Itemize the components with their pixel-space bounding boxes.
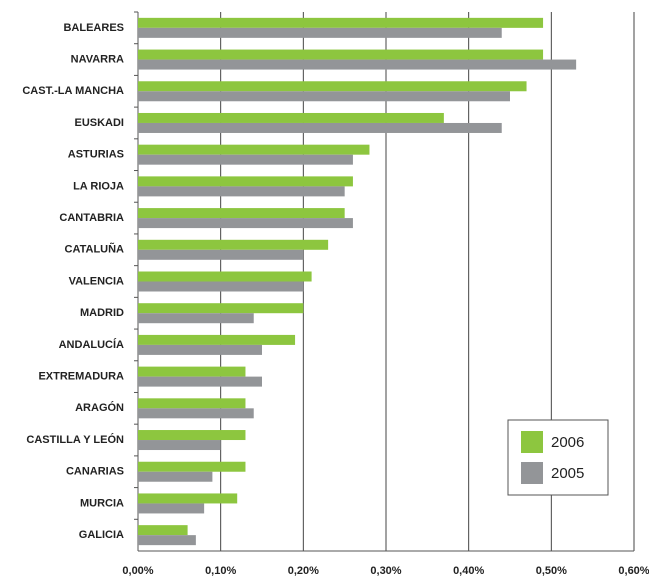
bar	[138, 81, 527, 92]
bar	[138, 91, 510, 102]
bar	[138, 535, 196, 546]
y-tick-label: MURCIA	[80, 497, 124, 509]
x-tick-label: 0,30%	[370, 565, 401, 577]
y-tick-label: VALENCIA	[69, 275, 124, 287]
bar	[138, 249, 304, 260]
y-tick-label: MADRID	[80, 307, 124, 319]
bar	[138, 525, 188, 536]
bar	[138, 17, 544, 28]
y-tick-label: CASTILLA Y LEÓN	[26, 433, 124, 446]
bar	[138, 334, 296, 345]
x-tick-label: 0,60%	[618, 565, 649, 577]
legend-swatch	[521, 431, 543, 453]
bar	[138, 154, 353, 165]
bar	[138, 208, 345, 219]
bar	[138, 218, 353, 229]
x-tick-label: 0,20%	[288, 565, 319, 577]
bar	[138, 493, 238, 504]
x-tick-label: 0,50%	[536, 565, 567, 577]
bar	[138, 112, 444, 123]
y-tick-label: ASTURIAS	[68, 149, 124, 161]
y-tick-label: EXTREMADURA	[38, 371, 124, 383]
y-tick-label: CATALUÑA	[65, 243, 125, 256]
bar	[138, 176, 353, 187]
bar	[138, 440, 221, 451]
bar	[138, 271, 312, 282]
bar	[138, 376, 262, 387]
legend-label: 2005	[551, 465, 584, 482]
bar	[138, 122, 502, 133]
y-tick-label: CANTABRIA	[59, 212, 124, 224]
bar	[138, 408, 254, 419]
y-tick-label: ANDALUCÍA	[59, 338, 124, 351]
legend-swatch	[521, 462, 543, 484]
bar	[138, 186, 345, 197]
bar	[138, 281, 304, 292]
x-tick-label: 0,00%	[122, 565, 153, 577]
y-tick-label: ARAGÓN	[75, 401, 124, 414]
bar	[138, 471, 213, 482]
bar	[138, 27, 502, 38]
bar	[138, 144, 370, 155]
y-tick-label: NAVARRA	[71, 53, 124, 65]
y-tick-label: LA RIOJA	[73, 180, 124, 192]
bar	[138, 239, 329, 250]
bar	[138, 303, 304, 314]
bar	[138, 59, 577, 70]
y-tick-label: EUSKADI	[74, 117, 124, 129]
bar	[138, 344, 262, 355]
x-tick-label: 0,10%	[205, 565, 236, 577]
bar	[138, 398, 246, 409]
bar	[138, 461, 246, 472]
y-tick-label: GALICIA	[79, 529, 124, 541]
bar	[138, 430, 246, 441]
x-tick-label: 0,40%	[453, 565, 484, 577]
bar	[138, 366, 246, 377]
bar	[138, 49, 544, 60]
y-tick-label: BALEARES	[63, 22, 124, 34]
legend-label: 2006	[551, 434, 584, 451]
y-tick-label: CAST.-LA MANCHA	[22, 85, 124, 97]
y-tick-label: CANARIAS	[66, 466, 124, 478]
bar	[138, 503, 205, 514]
bar	[138, 313, 254, 324]
